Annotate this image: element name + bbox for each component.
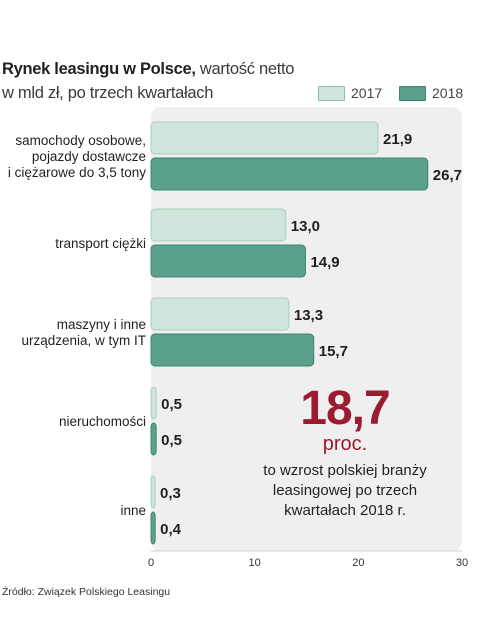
category-label: maszyny i inne [57, 317, 146, 332]
bar-2017 [150, 297, 290, 331]
x-tick-label: 20 [352, 557, 364, 569]
x-tick-label: 30 [456, 557, 468, 569]
title-line-1: Rynek leasingu w Polsce, wartość netto [2, 57, 312, 81]
bar-2018 [150, 422, 157, 456]
category-label: samochody osobowe, [15, 133, 146, 148]
bar-2017 [150, 386, 157, 420]
bar-2018 [150, 333, 315, 367]
title-rest: wartość netto [195, 60, 295, 78]
data-label-2017: 21,9 [383, 131, 412, 148]
source-note: Źródło: Związek Polskiego Leasingu [2, 586, 171, 598]
data-label-2017: 13,3 [294, 307, 323, 324]
data-label-2018: 14,9 [310, 254, 339, 271]
category-label: transport ciężki [55, 236, 146, 251]
bar-2018 [150, 244, 306, 278]
bar-2017 [150, 475, 156, 509]
data-label-2018: 0,5 [161, 432, 182, 449]
bar-2017 [150, 208, 287, 242]
data-label-2018: 15,7 [319, 343, 348, 360]
data-label-2018: 26,7 [433, 167, 462, 184]
x-tick-label: 10 [249, 557, 261, 569]
category-label: inne [120, 503, 146, 518]
title-line-2: w mld zł, po trzech kwartałach [2, 84, 214, 102]
chart-title: Rynek leasingu w Polsce, wartość netto w… [2, 57, 312, 105]
data-label-2017: 13,0 [291, 218, 320, 235]
legend-item-2018: 2018 [399, 84, 463, 102]
legend-label-2017: 2017 [351, 85, 383, 101]
data-label-2017: 0,5 [161, 396, 182, 413]
data-label-2018: 0,4 [160, 521, 182, 538]
callout-unit: proc. [322, 433, 368, 455]
legend-swatch-2017 [318, 85, 345, 101]
category-label: i ciężarowe do 3,5 tony [8, 165, 146, 180]
legend-swatch-2018 [399, 85, 426, 101]
callout-value: 18,7 [300, 382, 390, 435]
legend-label-2018: 2018 [432, 85, 464, 101]
bar-2018 [150, 511, 156, 545]
category-label: urządzenia, w tym IT [21, 333, 146, 348]
x-tick-label: 0 [148, 557, 154, 569]
growth-callout: 18,7 proc. to wzrost polskiej branży lea… [240, 383, 450, 521]
bar-2018 [150, 157, 429, 191]
title-bold: Rynek leasingu w Polsce, [2, 60, 196, 78]
data-label-2017: 0,3 [160, 485, 181, 502]
category-label: nieruchomości [59, 414, 146, 429]
callout-text: to wzrost polskiej branży leasingowej po… [263, 462, 427, 519]
legend-item-2017: 2017 [318, 84, 382, 102]
bar-2017 [150, 121, 379, 155]
category-label: pojazdy dostawcze [32, 149, 146, 164]
